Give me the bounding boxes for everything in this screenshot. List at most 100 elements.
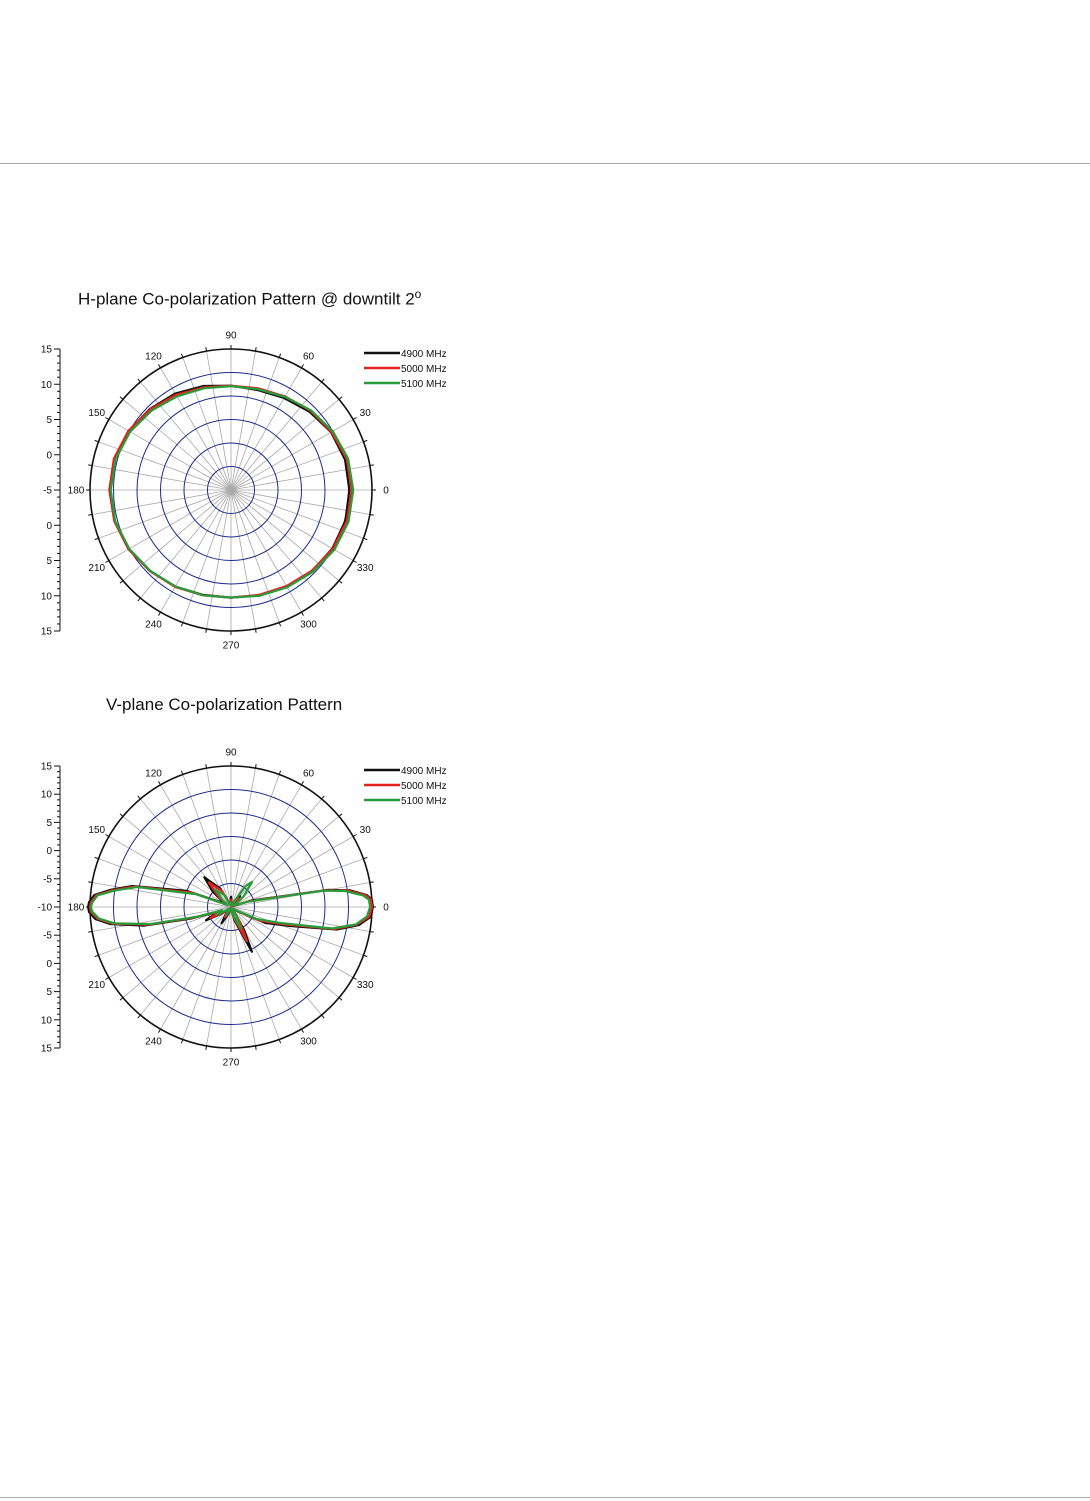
outer-tick	[352, 834, 357, 837]
outer-tick	[119, 580, 124, 584]
outer-tick	[158, 364, 161, 369]
outer-tick	[158, 1028, 161, 1033]
outer-tick	[301, 364, 304, 369]
radial-tick-label: -5	[43, 931, 52, 942]
outer-tick	[352, 417, 357, 420]
v-plane-polar-chart: 0306090120150180210240270300330151050-5-…	[38, 748, 447, 1069]
outer-tick	[363, 856, 368, 860]
outer-tick	[254, 347, 257, 352]
angle-tick-label: 330	[357, 563, 374, 574]
outer-tick	[137, 378, 141, 383]
outer-tick	[158, 611, 161, 616]
outer-tick	[321, 1014, 325, 1019]
outer-tick	[119, 997, 124, 1001]
grid-ring	[160, 836, 302, 978]
angle-tick-label: 180	[68, 903, 85, 914]
angle-tick-label: 150	[88, 825, 105, 836]
radial-tick-label: -10	[38, 903, 53, 914]
angle-tick-label: 90	[225, 748, 237, 759]
legend-entry: 5000 MHz	[401, 781, 447, 792]
outer-tick	[205, 1045, 208, 1050]
angle-tick-label: 300	[300, 620, 317, 631]
angle-tick-label: 210	[88, 980, 105, 991]
outer-tick	[369, 464, 374, 467]
radial-tick-label: 15	[41, 1044, 53, 1055]
outer-tick	[94, 537, 99, 541]
outer-tick	[278, 353, 282, 358]
outer-tick	[363, 954, 368, 958]
outer-tick	[105, 834, 110, 837]
radial-tick-label: -5	[43, 874, 52, 885]
outer-tick	[338, 396, 343, 400]
radial-tick-label: 0	[46, 521, 52, 532]
radial-tick-label: -5	[43, 486, 52, 497]
outer-tick	[278, 770, 282, 775]
radial-tick-label: 10	[41, 380, 53, 391]
outer-tick	[369, 881, 374, 884]
h-plane-polar-chart: 0 30 60 90 120 150 180 210 240 270 300 330 15 10 5 0 -5 0…	[41, 331, 447, 652]
angle-tick-label: 270	[223, 641, 240, 652]
angle-tick-label: 0	[383, 486, 389, 497]
outer-tick	[301, 781, 304, 786]
grid-ring	[113, 789, 349, 1025]
outer-tick	[88, 464, 93, 467]
angle-tick-label: 180	[68, 486, 85, 497]
outer-tick	[363, 537, 368, 541]
radial-tick-label: 0	[46, 450, 52, 461]
outer-tick	[321, 795, 325, 800]
angle-tick-label: 300	[300, 1037, 317, 1048]
radial-tick-label: 15	[41, 345, 53, 356]
angle-tick-label: 60	[303, 768, 315, 779]
radial-tick-label: 0	[46, 959, 52, 970]
radial-tick-label: 5	[46, 556, 52, 567]
legend-entry: 5000 MHz	[401, 364, 447, 375]
outer-tick	[321, 378, 325, 383]
angle-tick-label: 240	[145, 1037, 162, 1048]
radial-tick-label: 15	[41, 627, 53, 638]
radial-tick-label: 10	[41, 591, 53, 602]
angle-tick-label: 330	[357, 980, 374, 991]
radial-tick-label: 5	[46, 987, 52, 998]
grid-ring	[136, 812, 326, 1002]
radial-tick-label: 15	[41, 762, 53, 773]
angle-tick-label: 240	[145, 620, 162, 631]
legend-entry: 4900 MHz	[401, 766, 447, 777]
angle-tick-label: 210	[88, 563, 105, 574]
grid-ring	[207, 466, 255, 514]
outer-tick	[119, 396, 124, 400]
legend-entry: 4900 MHz	[401, 349, 447, 360]
outer-tick	[119, 813, 124, 817]
outer-tick	[338, 997, 343, 1001]
outer-tick	[369, 930, 374, 933]
grid-ring	[136, 395, 326, 585]
radial-tick-label: 0	[46, 846, 52, 857]
outer-tick	[278, 1039, 282, 1044]
footer-divider	[0, 1497, 1090, 1498]
outer-tick	[338, 813, 343, 817]
grid-ring	[183, 859, 279, 955]
header-divider	[0, 163, 1090, 164]
angle-tick-label: 120	[145, 351, 162, 362]
angle-tick-label: 270	[223, 1058, 240, 1069]
angle-tick-label: 0	[383, 903, 389, 914]
outer-tick	[94, 954, 99, 958]
angle-tick-label: 120	[145, 768, 162, 779]
outer-tick	[158, 781, 161, 786]
radial-tick-label: 5	[46, 415, 52, 426]
outer-tick	[88, 930, 93, 933]
outer-tick	[352, 560, 357, 563]
angle-tick-label: 60	[303, 351, 315, 362]
outer-tick	[180, 622, 184, 627]
radial-tick-label: 5	[46, 818, 52, 829]
outer-tick	[254, 628, 257, 633]
outer-tick	[105, 560, 110, 563]
outer-tick	[363, 439, 368, 443]
grid-ring	[207, 883, 255, 931]
outer-tick	[338, 580, 343, 584]
legend-entry: 5100 MHz	[401, 379, 447, 390]
angle-tick-label: 30	[360, 825, 372, 836]
radial-tick-label: 10	[41, 790, 53, 801]
grid-ring	[160, 419, 302, 561]
outer-tick	[205, 347, 208, 352]
outer-tick	[137, 597, 141, 602]
